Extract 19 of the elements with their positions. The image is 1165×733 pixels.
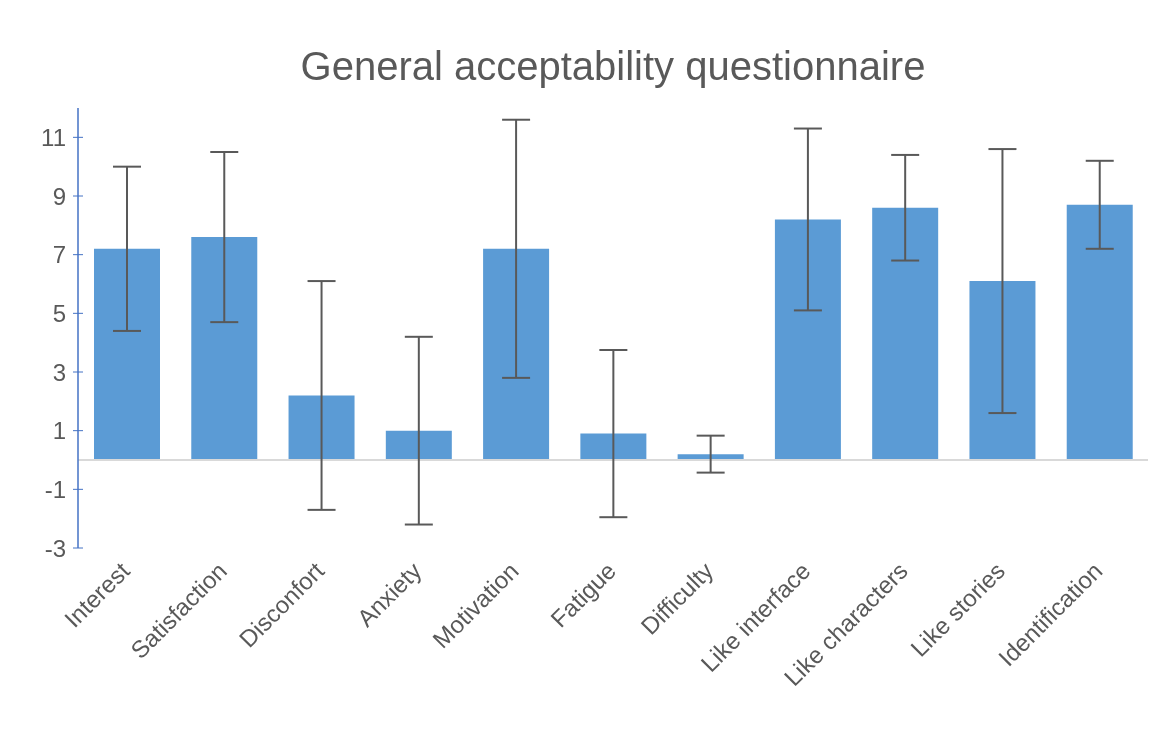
y-tick-label: -1 [44, 475, 66, 503]
y-tick-label: 9 [52, 182, 66, 210]
bar [385, 430, 452, 460]
bar [1066, 204, 1133, 460]
y-tick-label: 5 [52, 299, 66, 327]
y-tick-label: 11 [41, 123, 66, 151]
y-tick-label: 3 [52, 358, 66, 386]
y-tick-label: 1 [52, 417, 66, 445]
y-tick-label: -3 [44, 534, 66, 562]
bar [969, 281, 1036, 460]
chart-title: General acceptability questionnaire [299, 44, 927, 89]
bar [288, 395, 355, 460]
bar [191, 237, 258, 460]
bar [774, 219, 841, 460]
y-tick-label: 7 [52, 241, 66, 269]
bar [580, 433, 647, 460]
bar [94, 248, 160, 460]
bar [483, 248, 550, 460]
bar [872, 207, 939, 460]
